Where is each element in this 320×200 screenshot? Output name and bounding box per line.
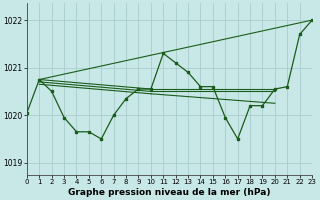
X-axis label: Graphe pression niveau de la mer (hPa): Graphe pression niveau de la mer (hPa) [68,188,271,197]
